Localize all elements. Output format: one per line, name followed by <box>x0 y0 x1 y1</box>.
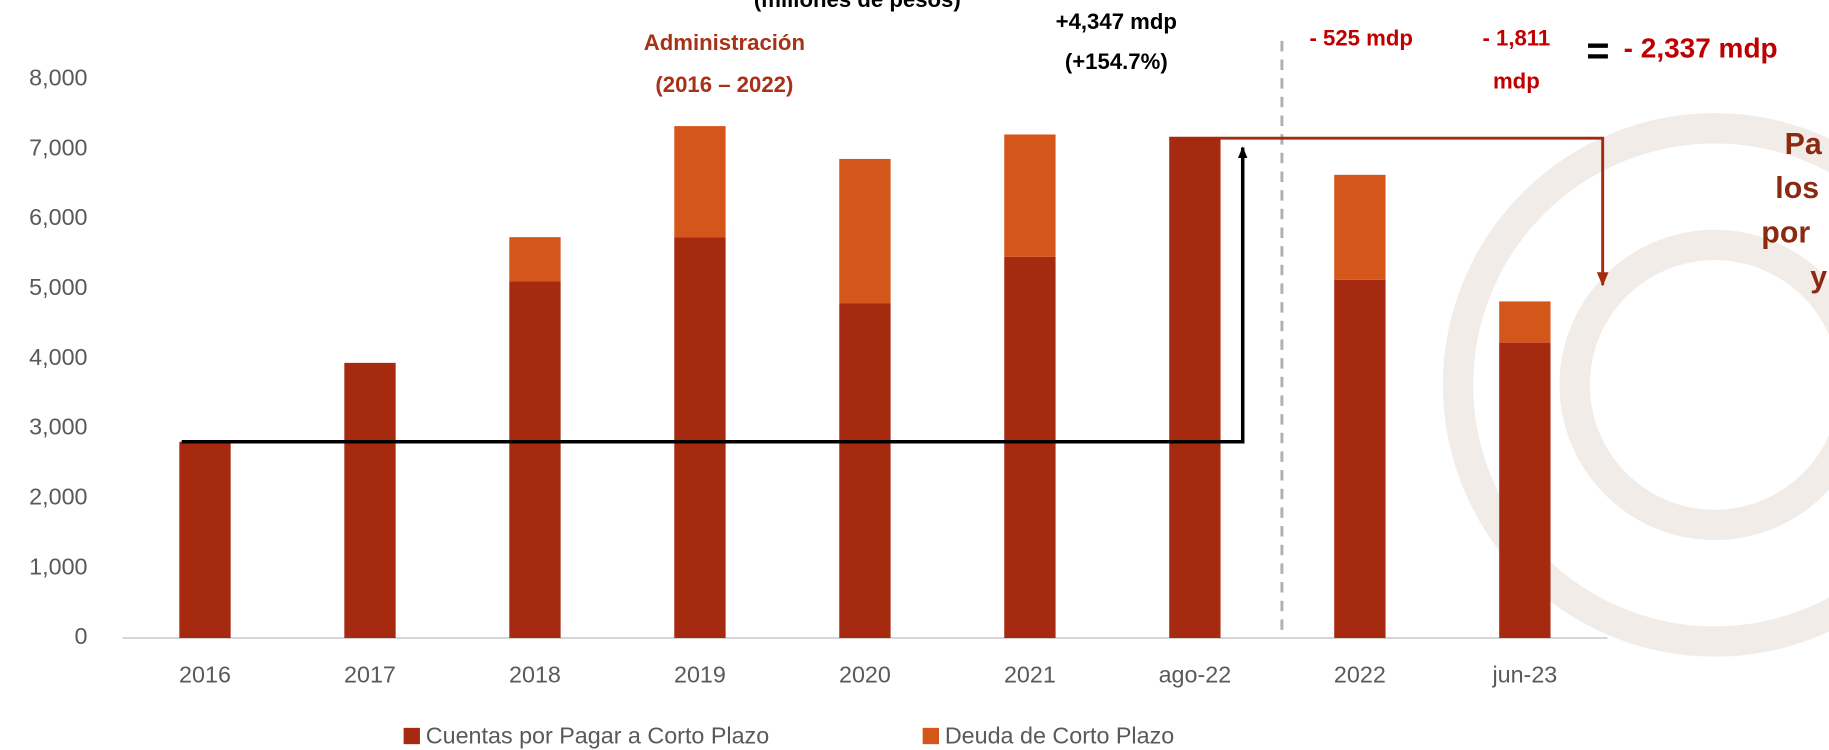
legend-label: Cuentas por Pagar a Corto Plazo <box>426 722 769 748</box>
annotation: - 1,811 <box>1482 26 1550 51</box>
annotation: (2016 – 2022) <box>655 72 793 97</box>
x-tick-label: jun-23 <box>1491 662 1557 688</box>
y-tick-label: 7,000 <box>29 134 87 160</box>
side-text: por <box>1761 216 1810 249</box>
x-tick-label: 2019 <box>674 662 726 688</box>
annotation: mdp <box>1493 69 1540 94</box>
y-tick-label: 4,000 <box>29 344 87 370</box>
x-tick-label: ago-22 <box>1159 662 1232 688</box>
bar <box>839 303 890 638</box>
x-tick-label: 2022 <box>1334 662 1386 688</box>
side-text: Pa <box>1785 128 1823 161</box>
x-tick-label: 2018 <box>509 662 561 688</box>
bar <box>839 159 890 304</box>
side-text: y <box>1810 261 1827 294</box>
y-tick-label: 1,000 <box>29 553 87 579</box>
legend-swatch <box>404 728 420 744</box>
y-tick-label: 6,000 <box>29 204 87 230</box>
chart: (millones de pesos) Administración (2016… <box>0 0 1829 750</box>
annotation: = <box>1586 29 1609 73</box>
annotation: - 525 mdp <box>1310 26 1413 51</box>
legend-label: Deuda de Corto Plazo <box>945 722 1174 748</box>
bar <box>1334 175 1385 280</box>
bar <box>1499 301 1550 342</box>
annotation: (+154.7%) <box>1065 49 1168 74</box>
bar <box>674 237 725 638</box>
annotation: Administración <box>644 30 805 55</box>
side-text: los <box>1775 172 1819 205</box>
x-tick-label: 2017 <box>344 662 396 688</box>
bar <box>1169 138 1220 638</box>
y-tick-label: 5,000 <box>29 274 87 300</box>
bar <box>1004 134 1055 256</box>
bar <box>674 126 725 237</box>
x-tick-label: 2020 <box>839 662 891 688</box>
bar <box>344 363 395 638</box>
legend-swatch <box>923 728 939 744</box>
bar <box>1499 343 1550 638</box>
bar <box>509 281 560 638</box>
y-tick-label: 8,000 <box>29 64 87 90</box>
y-tick-label: 2,000 <box>29 484 87 510</box>
bar <box>1004 257 1055 638</box>
annotation: - 2,337 mdp <box>1624 33 1778 64</box>
annotation: +4,347 mdp <box>1056 9 1177 34</box>
x-tick-label: 2021 <box>1004 662 1056 688</box>
bar <box>179 442 230 638</box>
y-tick-label: 3,000 <box>29 414 87 440</box>
bar <box>1334 280 1385 638</box>
x-tick-label: 2016 <box>179 662 231 688</box>
subtitle: (millones de pesos) <box>754 0 961 12</box>
bar <box>509 237 560 281</box>
y-tick-label: 0 <box>75 623 88 649</box>
